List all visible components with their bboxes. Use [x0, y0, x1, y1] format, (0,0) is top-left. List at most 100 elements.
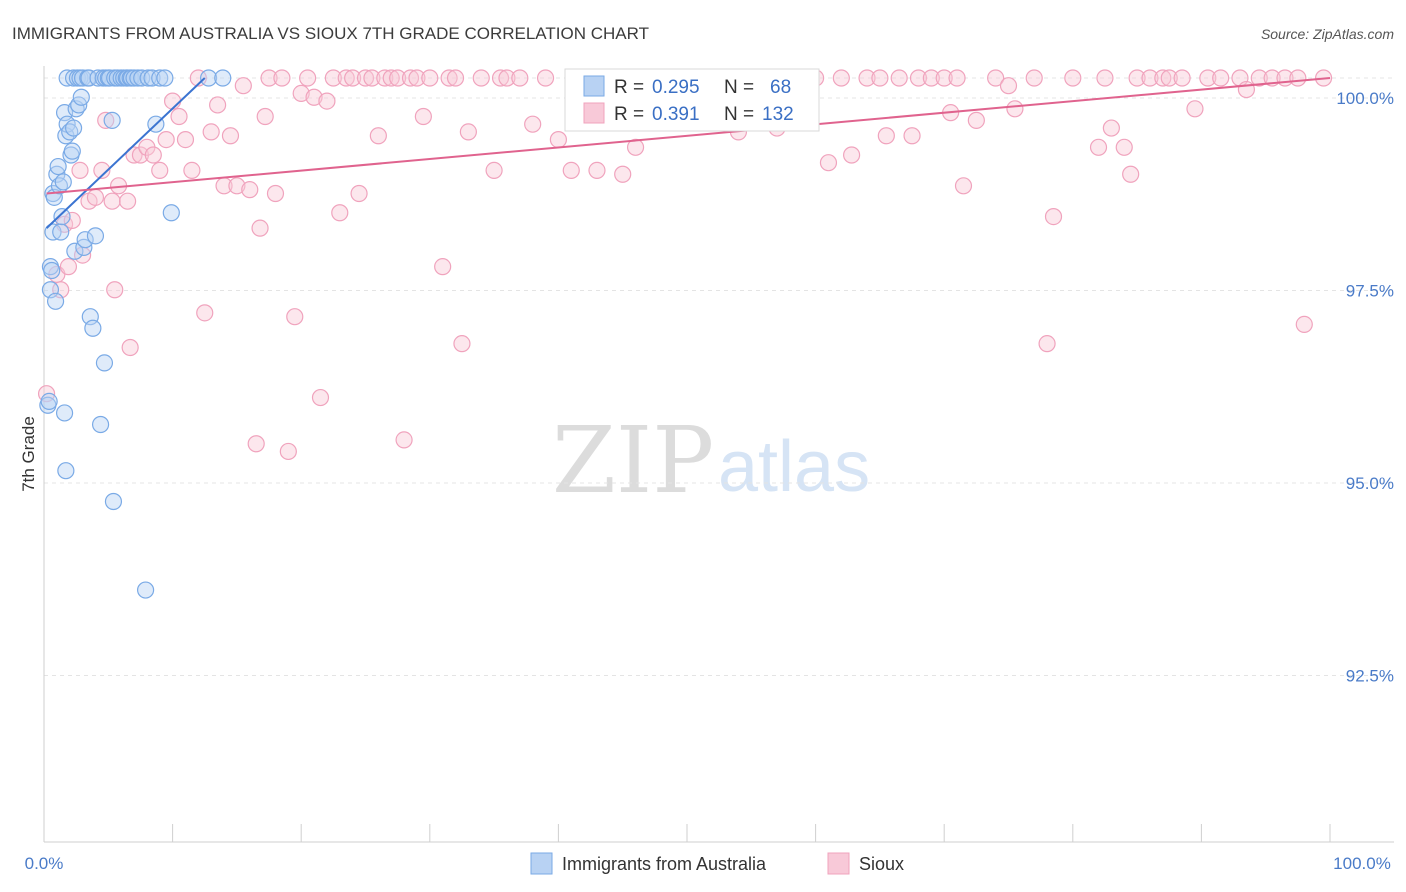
data-point	[1115, 138, 1133, 156]
data-point	[511, 69, 529, 87]
data-point	[1289, 69, 1307, 87]
data-point	[356, 69, 375, 87]
data-point	[337, 69, 355, 87]
data-point	[890, 69, 908, 87]
data-point	[52, 223, 70, 241]
data-point	[176, 131, 195, 149]
x-tick-marks	[43, 824, 1331, 842]
data-point	[389, 69, 407, 87]
data-point	[59, 258, 78, 276]
data-point	[251, 219, 269, 237]
data-point	[151, 69, 169, 87]
x-tick-label-max: 100.0%	[1333, 854, 1391, 873]
data-point	[549, 131, 568, 149]
data-point	[125, 146, 143, 164]
data-point	[1212, 69, 1230, 87]
data-point	[1154, 69, 1172, 87]
legend-label-australia: Immigrants from Australia	[562, 854, 767, 874]
data-point	[1199, 69, 1217, 87]
data-point	[498, 69, 516, 87]
data-point	[909, 69, 928, 87]
data-point	[66, 242, 84, 260]
data-point	[241, 181, 259, 199]
trend-line-sioux	[46, 77, 1331, 195]
data-point	[200, 69, 218, 87]
data-point	[1250, 69, 1268, 87]
data-point	[104, 492, 123, 511]
stats-swatch-australia	[583, 75, 605, 97]
y-tick-labels: 100.0% 97.5% 95.0% 92.5%	[1336, 89, 1394, 686]
data-point	[999, 77, 1018, 95]
data-point	[164, 92, 182, 110]
data-point	[156, 69, 174, 87]
trend-lines	[45, 77, 1331, 229]
stats-r-value-australia: 0.295	[652, 77, 700, 98]
data-point	[1160, 69, 1178, 87]
data-point	[421, 69, 439, 87]
data-point	[228, 177, 246, 195]
stats-n-value-sioux: 132	[762, 104, 794, 125]
data-point	[376, 69, 394, 87]
gridlines	[44, 77, 1394, 676]
data-point	[1237, 80, 1256, 99]
legend-label-sioux: Sioux	[859, 854, 904, 874]
data-point	[382, 69, 400, 87]
y-tick-label: 100.0%	[1336, 89, 1394, 108]
data-point	[1141, 69, 1159, 87]
data-point	[260, 69, 278, 87]
y-tick-label: 97.5%	[1346, 282, 1394, 301]
y-tick-label: 92.5%	[1346, 667, 1394, 686]
stats-r-key-australia: R =	[614, 77, 644, 98]
data-point	[401, 69, 420, 87]
data-point	[344, 69, 362, 87]
data-point	[858, 69, 876, 87]
data-point	[331, 204, 349, 222]
stats-n-key-australia: N =	[724, 77, 754, 98]
bottom-legend: Immigrants from Australia Sioux	[530, 852, 904, 875]
data-point	[247, 435, 265, 453]
data-point	[614, 165, 632, 183]
data-point	[157, 131, 175, 149]
data-point	[903, 127, 921, 145]
data-point	[414, 107, 432, 126]
data-point	[1102, 119, 1120, 137]
data-point	[935, 69, 953, 87]
data-point	[562, 161, 580, 179]
data-point	[256, 107, 274, 126]
data-point	[877, 127, 895, 145]
data-point	[459, 123, 477, 141]
data-point	[80, 69, 98, 87]
data-point	[948, 69, 966, 87]
data-point	[43, 261, 61, 280]
data-point	[408, 69, 426, 87]
data-point	[55, 404, 74, 422]
data-point	[1089, 138, 1108, 156]
data-point	[49, 157, 67, 176]
data-point	[453, 335, 471, 353]
data-point	[97, 111, 115, 129]
stats-n-key-sioux: N =	[724, 104, 754, 125]
data-point	[53, 208, 71, 226]
data-point	[588, 161, 606, 179]
legend-swatch-australia	[530, 852, 553, 875]
watermark-zip: ZIP	[552, 407, 714, 514]
stats-legend: R = 0.295 N = 68 R = 0.391 N = 132	[564, 68, 820, 132]
legend-swatch-sioux	[827, 852, 850, 875]
data-point	[446, 69, 465, 87]
data-point	[524, 115, 542, 133]
data-point	[1038, 335, 1056, 353]
data-point	[63, 211, 81, 230]
data-point	[922, 69, 940, 87]
data-point	[209, 96, 227, 114]
trend-line-australia	[45, 77, 206, 229]
data-point	[118, 192, 137, 210]
data-point	[954, 177, 973, 195]
data-point	[369, 127, 387, 145]
data-point	[1064, 69, 1082, 87]
data-point	[318, 92, 336, 110]
y-tick-label: 95.0%	[1346, 474, 1394, 493]
data-point	[286, 308, 304, 326]
data-point	[136, 581, 155, 599]
stats-legend-frame	[564, 68, 820, 132]
data-point	[395, 431, 413, 449]
